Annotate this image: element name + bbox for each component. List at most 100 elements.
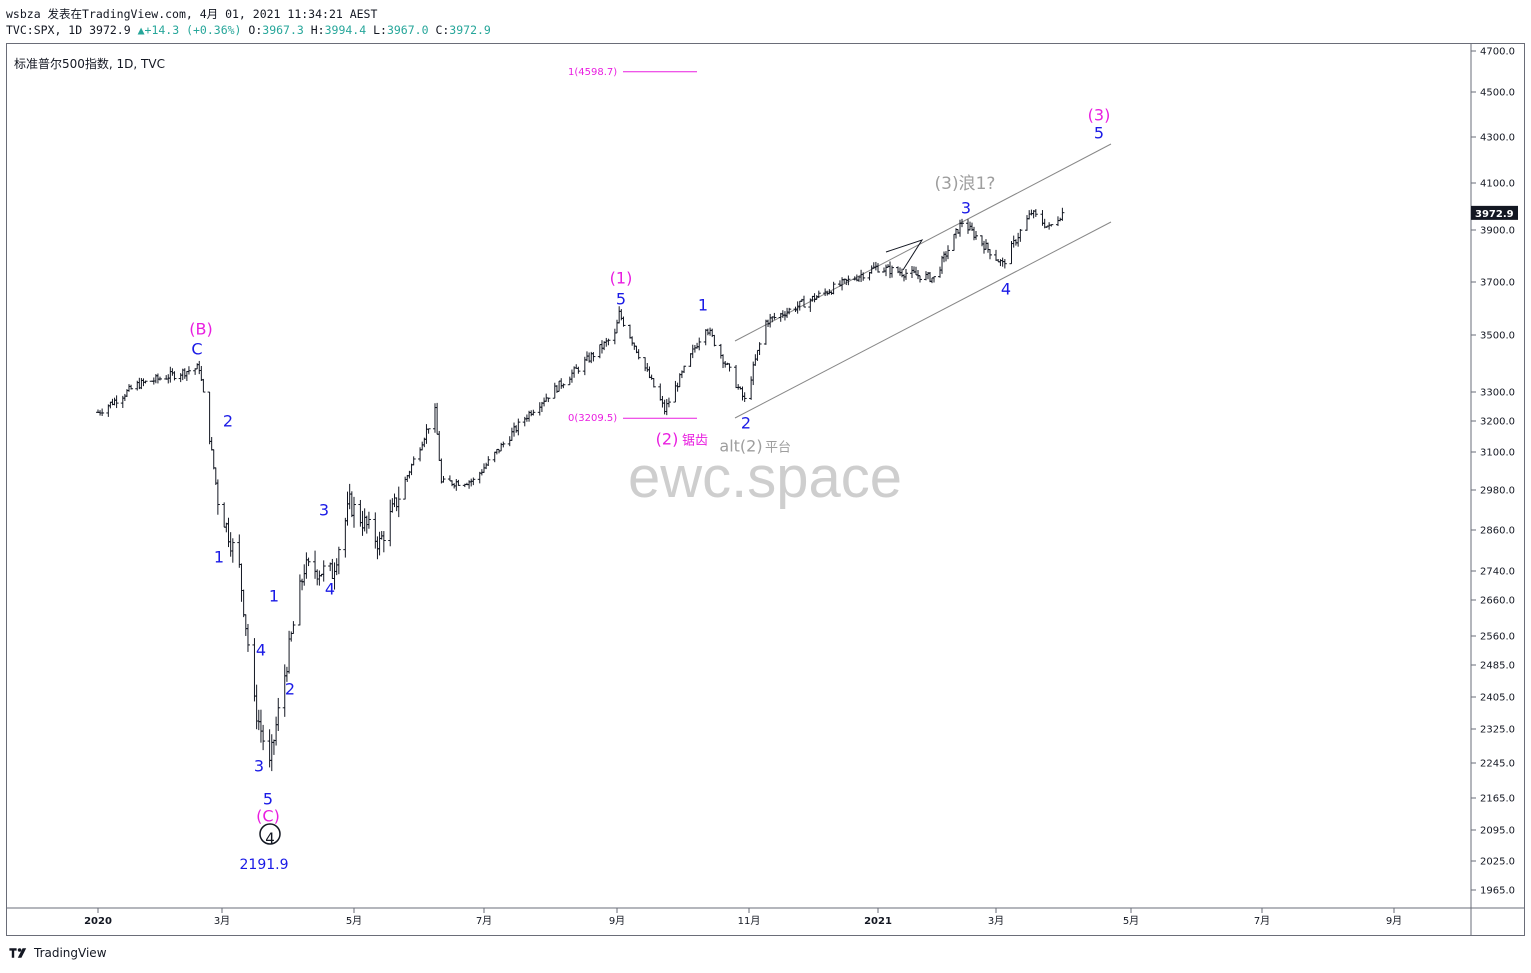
ohlc-bar <box>381 531 386 553</box>
ohlc-bar <box>753 354 758 366</box>
y-tick-label: 2325.0 <box>1480 725 1515 736</box>
ohlc-bar <box>243 614 248 636</box>
ohlc-bar <box>486 456 491 466</box>
close-value: 3972.9 <box>449 23 491 37</box>
y-tick-label: 2980.0 <box>1480 486 1515 497</box>
ohlc-bar <box>271 739 276 755</box>
ohlc-bar <box>226 517 231 548</box>
ohlc-bar <box>952 233 956 251</box>
y-tick-label: 2095.0 <box>1480 826 1515 837</box>
ticker: TVC:SPX, 1D <box>6 23 83 37</box>
ohlc-bar <box>531 409 536 416</box>
ohlc-bar <box>392 493 397 508</box>
ohlc-bar <box>768 313 773 328</box>
ohlc-bar <box>930 277 934 284</box>
wave-label: 1 <box>269 587 279 606</box>
ohlc-bar <box>258 709 263 743</box>
ohlc-line: TVC:SPX, 1D 3972.9 ▲+14.3 (+0.36%) O:396… <box>6 23 491 37</box>
tradingview-footer[interactable]: TradingView <box>8 946 107 960</box>
wave-label: (B) <box>189 320 212 339</box>
ohlc-bar <box>100 408 105 416</box>
ohlc-bar <box>352 496 356 528</box>
ohlc-bar <box>254 684 259 730</box>
ohlc-bar <box>932 276 936 283</box>
x-tick-label: 2020 <box>84 916 112 927</box>
ohlc-bar <box>1060 207 1065 221</box>
ohlc-bar <box>439 458 444 484</box>
ohlc-bar <box>916 270 920 280</box>
ohlc-bar <box>666 397 671 408</box>
ohlc-bar <box>170 368 175 376</box>
ohlc-bar <box>230 538 235 563</box>
ohlc-bar <box>297 574 302 626</box>
watermark-text: ewc.space <box>628 445 902 510</box>
y-tick-label: 3300.0 <box>1480 388 1515 399</box>
ohlc-bar <box>645 363 650 372</box>
ohlc-bar <box>705 328 710 336</box>
wave-label: 3 <box>319 501 329 520</box>
ohlc-bar <box>1009 241 1014 265</box>
ohlc-bar <box>529 410 534 417</box>
wave-label: 5 <box>263 790 273 809</box>
ohlc-bar <box>471 477 476 486</box>
up-arrow-icon: ▲ <box>137 23 145 37</box>
channel-lower-line <box>734 221 1112 419</box>
ohlc-bar <box>904 268 908 280</box>
ohlc-bar <box>816 290 821 298</box>
ohlc-bar <box>215 479 220 515</box>
ohlc-bar <box>336 546 341 575</box>
ohlc-bar <box>213 467 218 485</box>
ohlc-bar <box>199 365 204 381</box>
ohlc-bar <box>313 550 318 579</box>
open-label: O: <box>248 23 263 37</box>
wave-label: 1 <box>214 548 224 567</box>
last-price-label: 3972.9 <box>1475 209 1514 220</box>
ohlc-bar <box>360 510 365 536</box>
ohlc-bar <box>437 430 442 461</box>
ohlc-bar <box>450 480 455 487</box>
ohlc-bar <box>349 491 354 518</box>
ohlc-bar <box>567 376 572 386</box>
ohlc-bar <box>869 265 874 274</box>
ohlc-bar <box>469 478 474 487</box>
ohlc-bar <box>377 531 382 556</box>
ohlc-bar <box>651 378 656 388</box>
ohlc-bar <box>599 340 604 354</box>
ohlc-bar <box>447 475 452 482</box>
ohlc-bar <box>831 281 836 295</box>
ohlc-bar <box>630 336 635 346</box>
ohlc-bar <box>559 378 564 389</box>
tradingview-logo-icon <box>9 948 27 958</box>
ohlc-bar <box>1049 224 1054 227</box>
footer-brand: TradingView <box>34 946 107 960</box>
high-label: H: <box>310 23 325 37</box>
ohlc-bar <box>347 483 352 510</box>
ohlc-bar <box>1000 257 1005 267</box>
ohlc-bar <box>112 397 117 406</box>
ohlc-bar <box>647 366 652 379</box>
ohlc-bar <box>390 498 395 513</box>
chart-frame[interactable] <box>6 43 1525 936</box>
ohlc-bar <box>304 552 309 579</box>
ohlc-bar <box>636 349 641 360</box>
wave-label: 2 <box>223 412 233 431</box>
ohlc-bar <box>239 563 244 602</box>
ohlc-bar <box>988 249 992 260</box>
wave-label: 4 <box>1001 280 1011 299</box>
ohlc-bar <box>546 397 551 403</box>
x-tick-label: 5月 <box>346 915 362 927</box>
y-tick-label: 2740.0 <box>1480 567 1515 578</box>
ohlc-bar <box>375 536 380 560</box>
ohlc-bar <box>649 374 654 380</box>
ohlc-bar <box>211 449 216 470</box>
x-tick-label: 5月 <box>1123 915 1139 927</box>
x-tick-label: 7月 <box>476 915 492 927</box>
ohlc-bar <box>245 623 250 652</box>
ohlc-bar <box>492 451 497 463</box>
ohlc-bar <box>403 476 408 500</box>
ohlc-bar <box>561 383 566 389</box>
y-tick-label: 2025.0 <box>1480 857 1515 868</box>
ohlc-bar <box>522 416 527 427</box>
ohlc-bar <box>734 365 739 389</box>
